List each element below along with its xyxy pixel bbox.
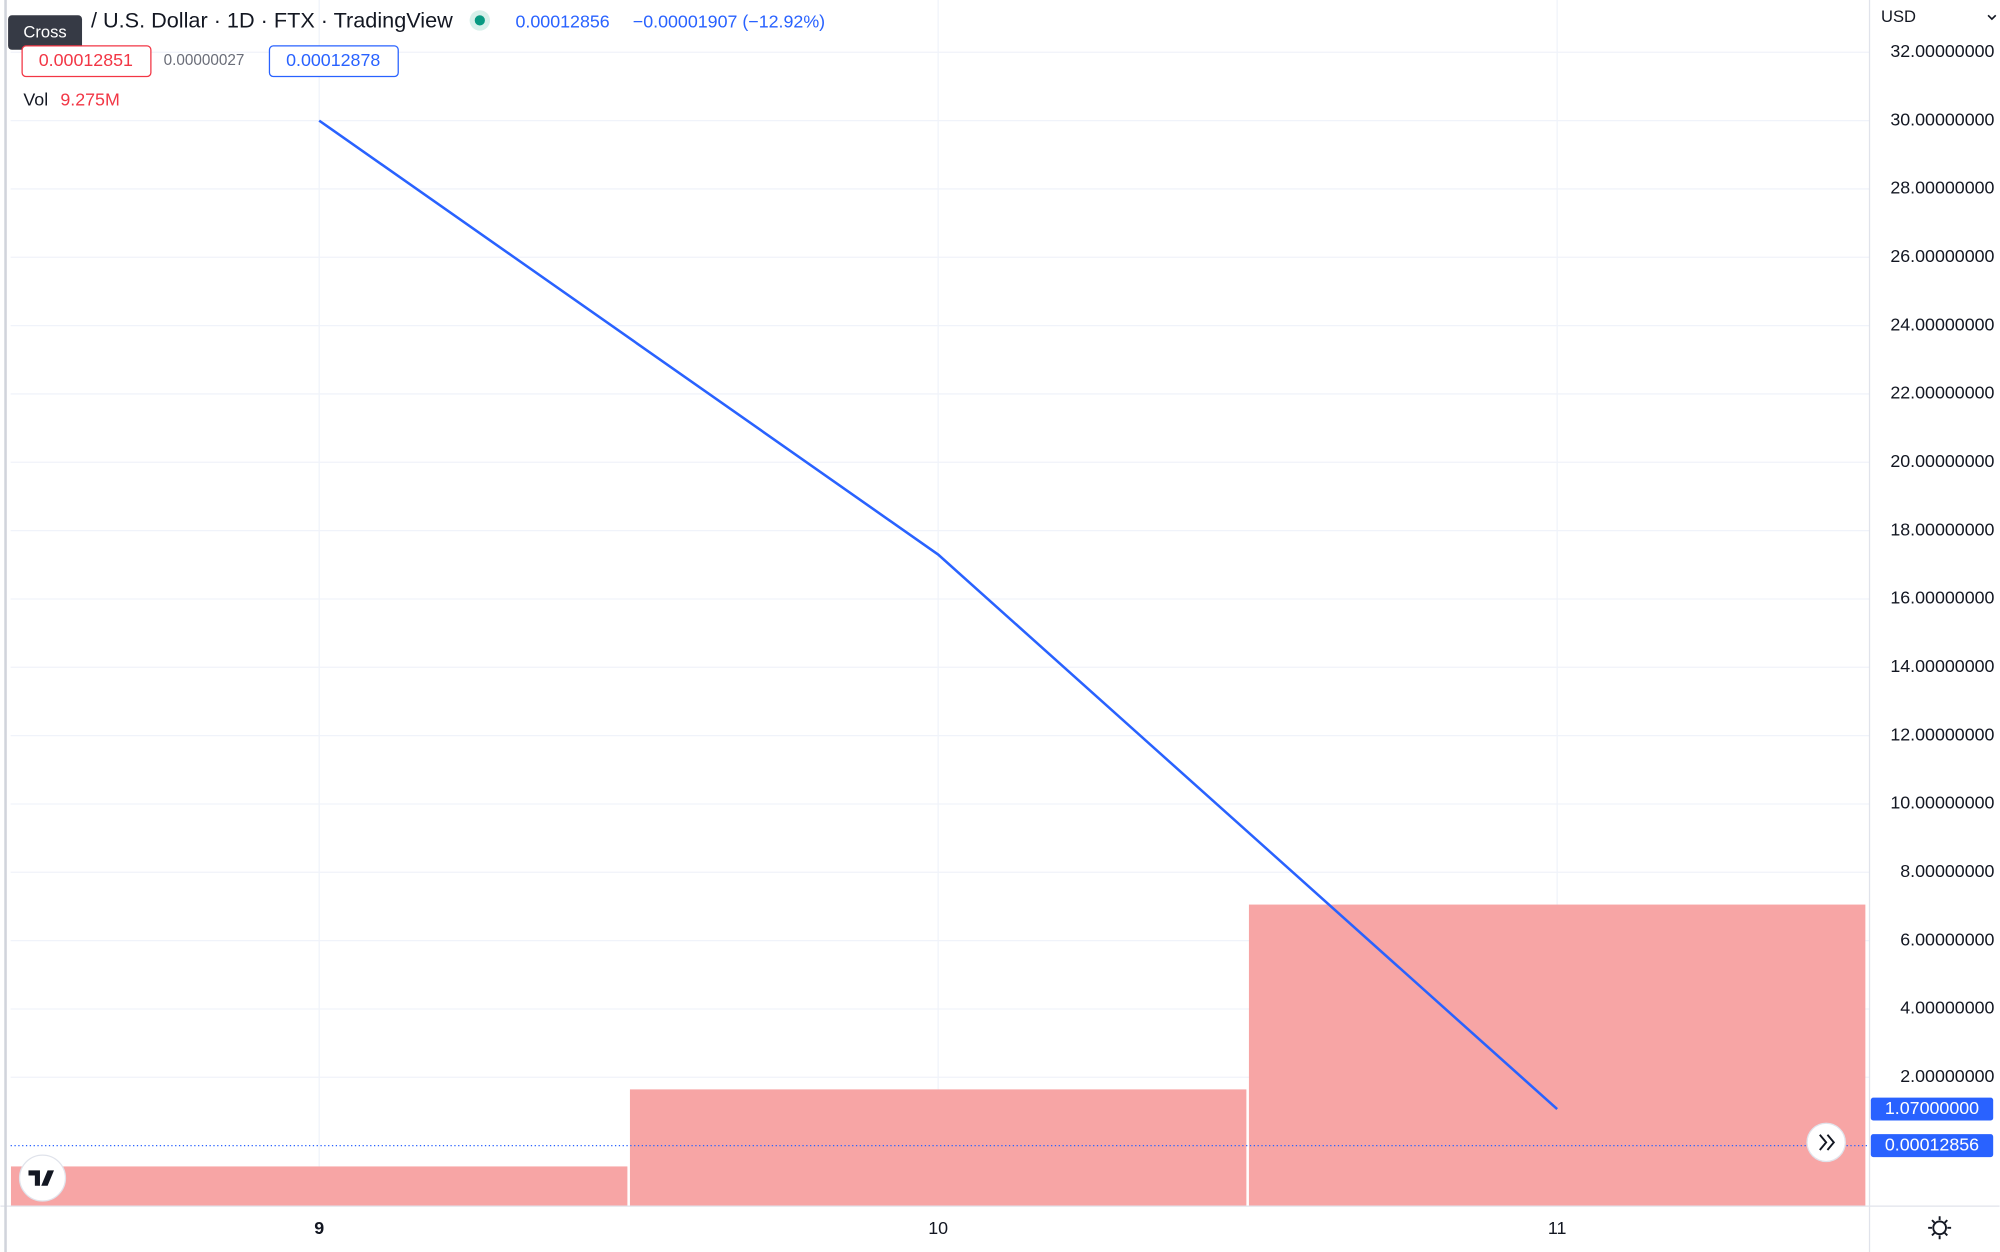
logo[interactable] <box>18 1154 67 1202</box>
y-tick-label: 16.00000000 <box>1890 588 1994 608</box>
y-tick-label: 4.00000000 <box>1900 998 1994 1018</box>
quote-price: 0.00012856 <box>516 12 610 32</box>
x-tick-label: 11 <box>1548 1218 1567 1238</box>
y-tick-label: 2.00000000 <box>1900 1066 1994 1086</box>
volume-bar <box>10 1166 628 1207</box>
price-label: 0.00012856 <box>1885 1134 1979 1154</box>
price-label-bg <box>1870 1097 1994 1121</box>
y-tick-label: 18.00000000 <box>1890 519 1994 539</box>
ask-box[interactable] <box>268 45 399 78</box>
volume-bar <box>1248 904 1866 1207</box>
y-tick-label: 24.00000000 <box>1890 314 1994 334</box>
y-tick-label: 20.00000000 <box>1890 451 1994 471</box>
y-axis: 2.00000000 4.00000000 6.00000000 8.00000000… <box>1870 41 1995 1158</box>
y-tick-label: 14.00000000 <box>1890 656 1994 676</box>
quote-change: −0.00001907 (−12.92%) <box>633 12 825 32</box>
price-label: 1.07000000 <box>1885 1098 1979 1118</box>
currency-chevron[interactable] <box>1987 14 1997 21</box>
price-line-series <box>318 119 1559 1111</box>
vol-value: 9.275M <box>60 89 119 109</box>
bid-box[interactable] <box>21 45 152 78</box>
x-tick-label: 10 <box>928 1218 948 1238</box>
currency[interactable]: USD <box>1881 7 1916 26</box>
bid[interactable]: 0.00012851 <box>39 50 133 70</box>
y-tick-label: 28.00000000 <box>1890 178 1994 198</box>
y-tick-label: 26.00000000 <box>1890 246 1994 266</box>
x-tick-label: 9 <box>314 1218 324 1238</box>
scroll-icon <box>1819 1134 1836 1151</box>
spread: 0.00000027 <box>164 52 245 69</box>
logo-mark <box>28 1170 54 1186</box>
y-tick-label: 12.00000000 <box>1890 724 1994 744</box>
tooltip-bg <box>8 15 83 50</box>
symbol-title: / U.S. Dollar · 1D · FTX · TradingView <box>91 7 453 32</box>
tooltip: Cross <box>23 23 66 42</box>
volume-bar <box>629 1089 1247 1207</box>
plot <box>10 119 1870 1207</box>
status-dot <box>474 15 485 26</box>
price-label-bg <box>1870 1134 1994 1158</box>
gear[interactable] <box>1932 1220 1947 1236</box>
y-tick-label: 22.00000000 <box>1890 383 1994 403</box>
y-tick-label: 6.00000000 <box>1900 929 1994 949</box>
gear-teeth <box>1928 1216 1952 1240</box>
y-tick-label: 8.00000000 <box>1900 861 1994 881</box>
ask[interactable]: 0.00012878 <box>286 50 380 70</box>
vol-label: Vol <box>23 89 48 109</box>
y-tick-label: 30.00000000 <box>1890 109 1994 129</box>
y-tick-label: 10.00000000 <box>1890 793 1994 813</box>
y-tick-label: 32.00000000 <box>1890 41 1994 61</box>
x-axis: 9 10 11 <box>314 1218 1566 1238</box>
settings-button[interactable] <box>1928 1216 1952 1240</box>
